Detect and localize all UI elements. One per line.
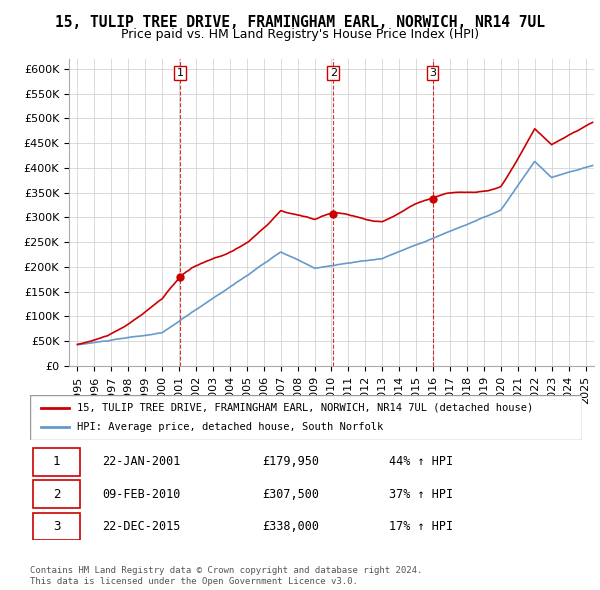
Text: 3: 3	[53, 520, 60, 533]
Text: 1: 1	[53, 455, 60, 468]
Text: Price paid vs. HM Land Registry's House Price Index (HPI): Price paid vs. HM Land Registry's House …	[121, 28, 479, 41]
Text: 37% ↑ HPI: 37% ↑ HPI	[389, 487, 453, 500]
FancyBboxPatch shape	[33, 513, 80, 540]
FancyBboxPatch shape	[30, 395, 582, 440]
Text: 2: 2	[53, 487, 60, 500]
Text: 15, TULIP TREE DRIVE, FRAMINGHAM EARL, NORWICH, NR14 7UL: 15, TULIP TREE DRIVE, FRAMINGHAM EARL, N…	[55, 15, 545, 30]
Text: £307,500: £307,500	[262, 487, 319, 500]
Text: 2: 2	[329, 68, 337, 78]
Text: 22-DEC-2015: 22-DEC-2015	[102, 520, 180, 533]
Text: 15, TULIP TREE DRIVE, FRAMINGHAM EARL, NORWICH, NR14 7UL (detached house): 15, TULIP TREE DRIVE, FRAMINGHAM EARL, N…	[77, 403, 533, 412]
Text: Contains HM Land Registry data © Crown copyright and database right 2024.
This d: Contains HM Land Registry data © Crown c…	[30, 566, 422, 586]
Text: 22-JAN-2001: 22-JAN-2001	[102, 455, 180, 468]
Text: 09-FEB-2010: 09-FEB-2010	[102, 487, 180, 500]
Text: £179,950: £179,950	[262, 455, 319, 468]
Text: 44% ↑ HPI: 44% ↑ HPI	[389, 455, 453, 468]
Text: 17% ↑ HPI: 17% ↑ HPI	[389, 520, 453, 533]
Text: HPI: Average price, detached house, South Norfolk: HPI: Average price, detached house, Sout…	[77, 422, 383, 432]
Text: £338,000: £338,000	[262, 520, 319, 533]
Text: 1: 1	[176, 68, 184, 78]
FancyBboxPatch shape	[33, 480, 80, 508]
Text: 3: 3	[429, 68, 436, 78]
FancyBboxPatch shape	[33, 448, 80, 476]
